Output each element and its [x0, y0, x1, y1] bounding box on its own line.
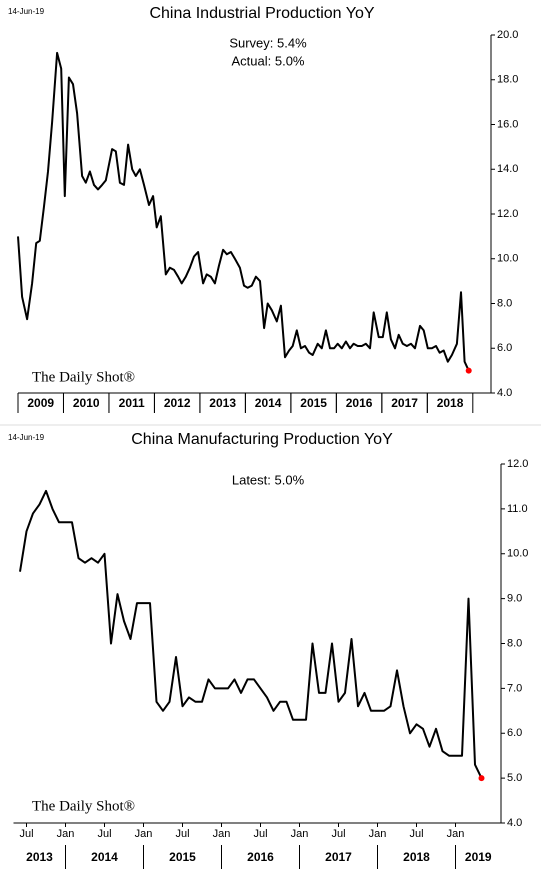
y-tick-label: 12.0: [507, 458, 528, 470]
year-label: 2019: [465, 850, 492, 864]
annotation: Actual: 5.0%: [232, 53, 305, 68]
x-tick-label: Jan: [447, 828, 465, 840]
x-tick-label: 2015: [300, 396, 327, 410]
annotation: Survey: 5.4%: [229, 35, 307, 50]
y-tick-label: 4.0: [507, 817, 522, 829]
year-label: 2015: [169, 850, 196, 864]
date-stamp: 14-Jun-19: [8, 7, 45, 16]
watermark: The Daily Shot®: [32, 369, 135, 385]
y-tick-label: 6.0: [497, 342, 512, 354]
year-label: 2014: [91, 850, 118, 864]
y-tick-label: 8.0: [507, 637, 522, 649]
chart-title: China Industrial Production YoY: [149, 5, 374, 22]
x-tick-label: Jan: [369, 828, 387, 840]
y-tick-label: 18.0: [497, 74, 518, 86]
year-label: 2017: [325, 850, 352, 864]
x-tick-label: 2017: [391, 396, 418, 410]
y-tick-label: 16.0: [497, 118, 518, 130]
x-tick-label: Jan: [135, 828, 153, 840]
x-tick-label: Jul: [97, 828, 111, 840]
year-label: 2018: [403, 850, 430, 864]
x-tick-label: 2010: [73, 396, 100, 410]
x-tick-label: 2018: [437, 396, 464, 410]
y-tick-label: 8.0: [497, 297, 512, 309]
watermark: The Daily Shot®: [32, 798, 135, 814]
y-tick-label: 10.0: [507, 548, 528, 560]
x-tick-label: Jan: [291, 828, 309, 840]
x-tick-label: Jul: [175, 828, 189, 840]
x-tick-label: 2011: [119, 396, 145, 410]
y-tick-label: 20.0: [497, 29, 518, 41]
date-stamp: 14-Jun-19: [8, 433, 45, 442]
y-tick-label: 14.0: [497, 163, 518, 175]
year-label: 2016: [247, 850, 274, 864]
last-point: [478, 775, 485, 782]
x-tick-label: 2012: [164, 396, 191, 410]
y-tick-label: 9.0: [507, 593, 522, 605]
y-tick-label: 12.0: [497, 208, 518, 220]
x-tick-label: 2014: [255, 396, 282, 410]
last-point: [465, 367, 472, 374]
x-tick-label: Jul: [409, 828, 423, 840]
y-tick-label: 11.0: [507, 503, 528, 515]
y-tick-label: 7.0: [507, 682, 522, 694]
year-label: 2013: [26, 850, 53, 864]
x-tick-label: Jan: [57, 828, 75, 840]
y-tick-label: 10.0: [497, 253, 518, 265]
chart-title: China Manufacturing Production YoY: [131, 431, 393, 448]
y-tick-label: 4.0: [497, 387, 512, 399]
x-tick-label: Jul: [19, 828, 33, 840]
x-tick-label: Jul: [253, 828, 267, 840]
data-line: [17, 51, 470, 372]
annotation: Latest: 5.0%: [232, 472, 305, 487]
y-tick-label: 5.0: [507, 772, 522, 784]
data-line: [19, 489, 483, 779]
x-tick-label: Jul: [331, 828, 345, 840]
x-tick-label: Jan: [213, 828, 231, 840]
y-tick-label: 6.0: [507, 727, 522, 739]
x-tick-label: 2013: [209, 396, 236, 410]
x-tick-label: 2009: [27, 396, 54, 410]
x-tick-label: 2016: [346, 396, 373, 410]
